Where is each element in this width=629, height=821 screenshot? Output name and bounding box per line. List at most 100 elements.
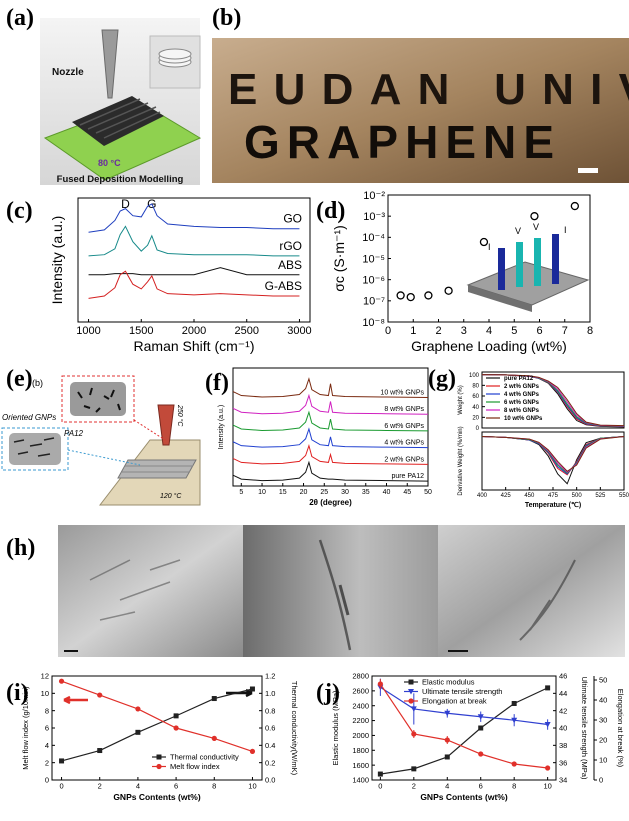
series-label: 2 wt% GNPs — [384, 456, 424, 463]
y2-tick-label: 1.2 — [265, 672, 275, 681]
y2-axis-label: Thermal conductivity(W/mK) — [290, 681, 299, 776]
x-tick-label: 20 — [300, 489, 308, 496]
x-tick-label: 5 — [511, 325, 517, 337]
electrode — [552, 234, 559, 284]
series-label: 4 wt% GNPs — [384, 440, 424, 447]
point — [250, 687, 255, 692]
y-axis-label: σc (S·m⁻¹) — [331, 225, 347, 292]
inset-label: V — [515, 226, 521, 236]
y-axis-label: Intensity (a.u.) — [218, 405, 225, 449]
series-label: 8 wt% GNPs — [384, 406, 424, 413]
series-label: rGO — [279, 239, 302, 253]
y-tick-label: 2200 — [352, 716, 369, 725]
inset-label: (b) — [32, 378, 43, 388]
x-tick-label: 30 — [341, 489, 349, 496]
x-tick-label: 425 — [501, 493, 512, 499]
y3-tick-label: 30 — [599, 716, 607, 725]
nozzle-label: Nozzle — [52, 67, 84, 78]
inset-label: I — [488, 242, 491, 252]
y-tick-label: 6 — [45, 724, 49, 733]
y3-tick-label: 0 — [599, 776, 603, 785]
y-tick-label: 10⁻⁵ — [362, 253, 385, 265]
y-tick-label: 2600 — [352, 686, 369, 695]
point — [512, 761, 517, 766]
fdm-photo: Nozzle 80 °C Fused Deposition Modelling — [40, 18, 200, 185]
x-tick-label: 8 — [587, 325, 593, 337]
y-tick-label: 20 — [472, 415, 479, 421]
x-tick-label: 8 — [512, 782, 516, 791]
x-tick-label: 2 — [435, 325, 441, 337]
legend-marker — [157, 755, 162, 760]
panel-label: (a) — [6, 5, 34, 31]
point — [378, 772, 383, 777]
x-tick-label: 2 — [98, 782, 102, 791]
x-tick-label: 400 — [477, 493, 488, 499]
y-tick-label: 2800 — [352, 672, 369, 681]
micrograph — [58, 525, 243, 657]
x-tick-label: 1000 — [76, 325, 100, 337]
panel-label: (c) — [6, 198, 33, 224]
y-tick-label: 10⁻⁶ — [362, 275, 385, 287]
x-tick-label: 35 — [362, 489, 370, 496]
scale-bar — [64, 650, 78, 652]
nozzle-temperature: 250 °C — [176, 404, 184, 427]
y3-tick-label: 40 — [599, 696, 607, 705]
x-tick-label: 550 — [619, 493, 629, 499]
legend-label: 4 wt% GNPs — [504, 392, 540, 398]
y-tick-label: 1400 — [352, 776, 369, 785]
graphene-photo: EUDAN UNIV GRAPHENE — [212, 38, 629, 183]
point — [411, 766, 416, 771]
matrix-label: PA12 — [64, 429, 84, 438]
point — [545, 765, 550, 770]
y3-tick-label: 10 — [599, 756, 607, 765]
x-tick-label: 2000 — [182, 325, 206, 337]
y3-axis-label: Elongation at break (%) — [616, 689, 625, 768]
inset-label: V — [533, 222, 539, 232]
point — [97, 748, 102, 753]
panel-label: (f) — [205, 370, 229, 396]
scale-bar — [448, 650, 468, 652]
y-tick-label: 10⁻⁸ — [362, 317, 385, 329]
legend-label: 2 wt% GNPs — [504, 384, 540, 390]
x-tick-label: 475 — [548, 493, 559, 499]
y-axis-label: Weight (%) — [458, 385, 464, 415]
y3-tick-label: 20 — [599, 736, 607, 745]
x-tick-label: 450 — [524, 493, 535, 499]
x-axis-label: Raman Shift (cm⁻¹) — [134, 338, 255, 354]
legend-label: 8 wt% GNPs — [504, 408, 540, 414]
y2-tick-label: 0.6 — [265, 724, 275, 733]
x-tick-label: 3 — [461, 325, 467, 337]
point — [512, 701, 517, 706]
y2-tick-label: 38 — [559, 741, 567, 750]
y-tick-label: 10⁻³ — [363, 211, 385, 223]
y-tick-label: 1800 — [352, 746, 369, 755]
y-tick-label: 8 — [45, 706, 49, 715]
series-label: ABS — [278, 258, 302, 272]
point — [59, 758, 64, 763]
point — [445, 737, 450, 742]
inset-label: I — [564, 225, 567, 235]
y-tick-label: 1600 — [352, 761, 369, 770]
y-tick-label: 10⁻⁷ — [363, 296, 385, 308]
x-tick-label: 5 — [239, 489, 243, 496]
x-tick-label: 500 — [572, 493, 583, 499]
legend-marker — [409, 680, 414, 685]
x-axis-label: Graphene Loading (wt%) — [411, 338, 567, 354]
figure: (a) Nozzle 80 °C Fused Deposition Modell… — [0, 0, 629, 816]
point — [59, 679, 64, 684]
y-axis-label: Intensity (a.u.) — [49, 216, 65, 305]
y2-tick-label: 34 — [559, 776, 567, 785]
panel-label: (e) — [6, 366, 33, 392]
y-tick-label: 2000 — [352, 731, 369, 740]
legend-label: Thermal conductivity — [170, 753, 239, 762]
y2-tick-label: 0.8 — [265, 706, 275, 715]
x-tick-label: 525 — [595, 493, 606, 499]
oriented-label: Oriented GNPs — [2, 413, 56, 422]
printed-part — [118, 460, 196, 478]
y2-tick-label: 40 — [559, 724, 567, 733]
printed-text: EUDAN UNIV — [228, 65, 629, 114]
y2-tick-label: 1.0 — [265, 689, 275, 698]
x-tick-label: 2500 — [234, 325, 258, 337]
x-tick-label: 6 — [536, 325, 542, 337]
y2-tick-label: 0.2 — [265, 758, 275, 767]
